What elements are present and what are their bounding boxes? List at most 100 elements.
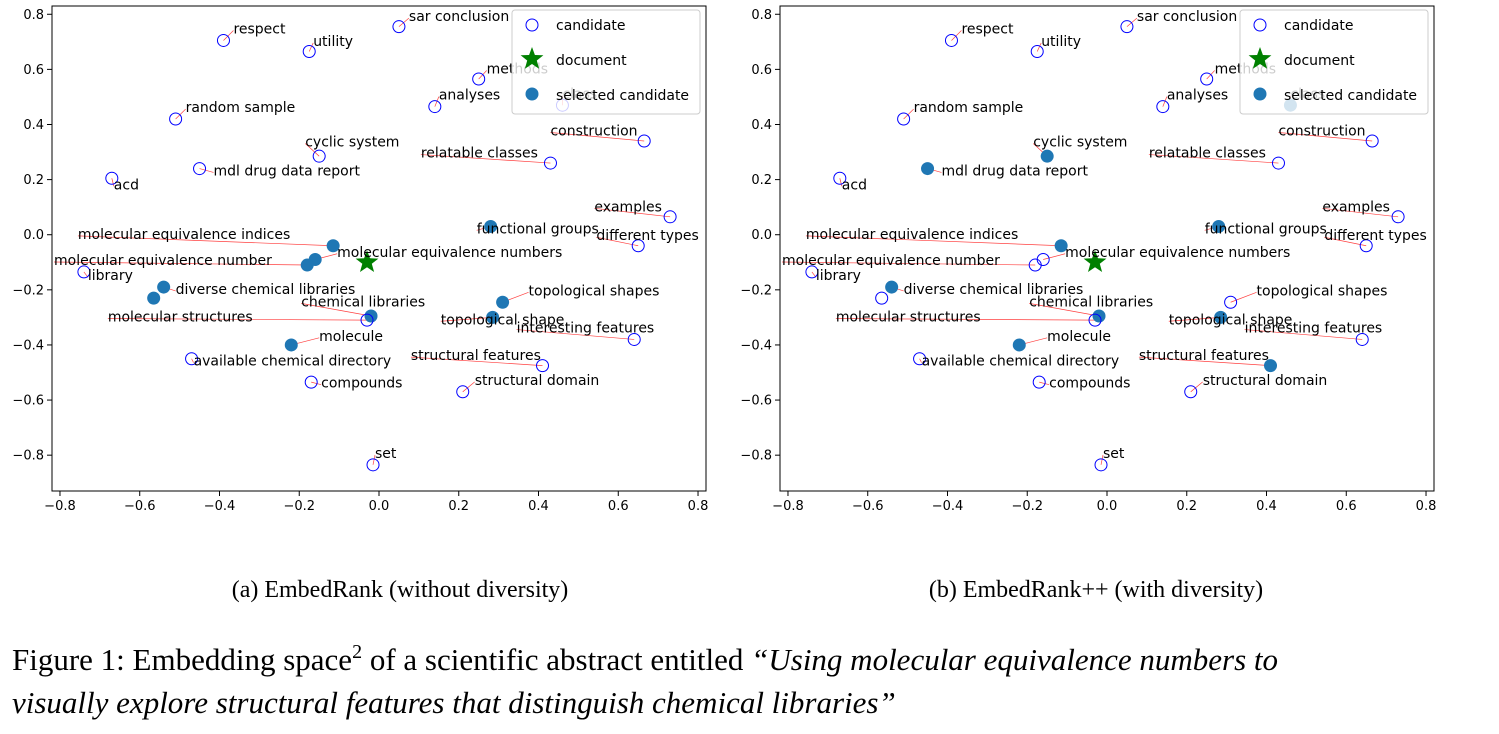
point-label: topological shapes: [1257, 283, 1388, 299]
legend-entry: candidate: [556, 18, 626, 34]
y-tick-label: −0.6: [740, 394, 772, 409]
point-label: utility: [1041, 34, 1081, 50]
selected-candidate-point: [1212, 219, 1226, 233]
candidate-point: [169, 112, 183, 126]
candidate-point: [1156, 100, 1170, 114]
candidate-point: [456, 385, 470, 399]
x-tick-label: −0.2: [283, 499, 315, 514]
y-tick-label: 0.0: [23, 228, 44, 243]
point-label: random sample: [186, 100, 296, 116]
selected-candidate-point: [1264, 359, 1277, 373]
annotation-leader: [77, 235, 334, 247]
subfigure-caption-b: (b) EmbedRank++ (with diversity): [929, 577, 1263, 603]
selected-candidate-point: [885, 280, 899, 294]
x-tick-label: −0.6: [852, 499, 884, 514]
annotation-leader: [462, 381, 475, 393]
candidate-point: [428, 100, 442, 114]
legend-candidate-marker: [1253, 18, 1267, 32]
x-tick-label: 0.8: [1416, 499, 1437, 514]
point-label: sar conclusion: [409, 9, 509, 25]
y-tick-label: −0.6: [12, 394, 44, 409]
candidate-point: [1391, 210, 1405, 224]
document-star: [355, 250, 379, 272]
annotation-leader: [1324, 236, 1367, 247]
annotation-leader: [1162, 96, 1168, 107]
candidate-point: [543, 156, 557, 170]
candidate-point: [1094, 458, 1108, 472]
x-tick-label: 0.6: [608, 499, 629, 514]
annotation-leader: [53, 261, 308, 266]
candidate-point: [1120, 20, 1134, 34]
annotation-leader: [1230, 292, 1257, 303]
annotation-leader: [919, 358, 922, 363]
legend-entry: document: [556, 53, 627, 69]
annotation-leader: [107, 318, 368, 321]
annotation-leader: [594, 207, 671, 218]
x-tick-label: 0.4: [1256, 499, 1277, 514]
point-label: molecular equivalence number: [782, 253, 1000, 269]
point-label: mdl drug data report: [942, 163, 1089, 179]
point-label: compounds: [321, 376, 402, 392]
x-tick-label: 0.0: [1097, 499, 1118, 514]
point-label: utility: [313, 34, 353, 50]
annotation-leader: [1043, 253, 1066, 260]
candidate-point: [1355, 332, 1369, 346]
point-label: molecular structures: [836, 310, 981, 326]
y-tick-label: −0.4: [12, 338, 44, 353]
document-star: [1083, 250, 1107, 272]
point-label: available chemical directory: [922, 354, 1120, 370]
point-label: relatable classes: [1149, 146, 1266, 162]
point-label: molecule: [1047, 329, 1111, 345]
candidate-point: [1028, 258, 1042, 272]
point-label: molecular equivalence number: [54, 253, 272, 269]
point-label: random sample: [914, 100, 1024, 116]
x-tick-label: 0.6: [1336, 499, 1357, 514]
selected-candidate-point: [300, 258, 314, 272]
annotation-leader: [1190, 381, 1203, 393]
point-label: set: [1103, 446, 1125, 462]
point-label: diverse chemical libraries: [904, 282, 1084, 298]
point-label: structural domain: [475, 373, 600, 389]
candidate-point: [366, 458, 380, 472]
annotation-leader: [1138, 356, 1271, 366]
point-label: construction: [1278, 124, 1365, 140]
point-label: topological shape: [441, 312, 565, 328]
annotation-leader: [596, 236, 639, 247]
point-label: molecular equivalence numbers: [337, 245, 562, 261]
selected-candidate-point: [1054, 239, 1068, 253]
x-tick-label: −0.4: [204, 499, 236, 514]
annotation-leader: [1168, 317, 1221, 322]
candidate-point: [1184, 385, 1198, 399]
selected-candidate-point: [147, 291, 161, 305]
annotation-leader: [83, 271, 89, 278]
candidate-point: [631, 239, 645, 253]
point-label: examples: [1322, 199, 1390, 215]
x-tick-label: −0.6: [124, 499, 156, 514]
candidate-point: [185, 352, 199, 366]
x-tick-label: 0.8: [688, 499, 709, 514]
figure-caption-line-2: visually explore structural features tha…: [12, 685, 896, 720]
legend-entry: selected candidate: [1284, 88, 1417, 104]
selected-candidate-point: [284, 338, 298, 352]
point-label: different types: [596, 228, 698, 244]
candidate-point: [833, 171, 847, 185]
y-tick-label: 0.2: [751, 173, 772, 188]
selected-candidate-point: [1012, 338, 1026, 352]
selected-candidate-point: [921, 162, 935, 176]
y-tick-label: 0.4: [23, 118, 44, 133]
point-label: respect: [233, 22, 286, 38]
point-label: relatable classes: [421, 146, 538, 162]
annotation-leader: [191, 358, 194, 363]
point-label: structural features: [411, 348, 541, 364]
point-label: cyclic system: [1033, 135, 1127, 151]
y-tick-label: −0.4: [740, 338, 772, 353]
selected-candidate-point: [496, 295, 510, 309]
annotation-leader: [1036, 42, 1042, 52]
candidate-point: [897, 112, 911, 126]
annotation-leader: [398, 17, 410, 27]
selected-candidate-point: [486, 310, 500, 324]
annotation-leader: [550, 132, 645, 142]
annotation-leader: [111, 178, 115, 187]
point-label: respect: [961, 22, 1014, 38]
candidate-point: [1032, 375, 1046, 389]
